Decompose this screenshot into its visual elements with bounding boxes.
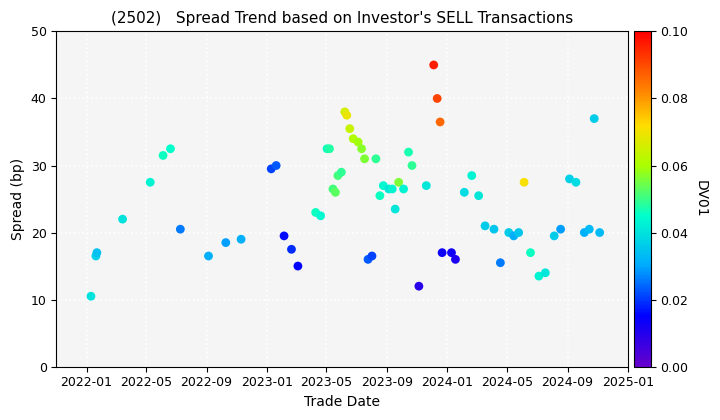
Point	[332, 172, 343, 179]
Point	[473, 192, 485, 199]
Point	[203, 253, 215, 260]
Point	[292, 262, 304, 269]
Point	[549, 233, 560, 239]
Point	[90, 253, 102, 260]
Point	[570, 179, 582, 186]
Point	[466, 172, 477, 179]
Point	[539, 269, 551, 276]
Point	[513, 229, 524, 236]
Point	[366, 253, 378, 260]
Point	[436, 249, 448, 256]
Point	[459, 189, 470, 196]
Point	[583, 226, 595, 233]
Point	[174, 226, 186, 233]
Point	[145, 179, 156, 186]
Point	[431, 95, 443, 102]
Point	[383, 186, 395, 192]
Point	[402, 149, 414, 155]
Y-axis label: Spread (bp): Spread (bp)	[11, 158, 25, 240]
Point	[434, 118, 446, 125]
Point	[420, 182, 432, 189]
Point	[480, 223, 491, 229]
Point	[374, 192, 386, 199]
Point	[352, 139, 364, 145]
Point	[117, 216, 128, 223]
Point	[271, 162, 282, 169]
Point	[91, 249, 103, 256]
Point	[344, 125, 356, 132]
Point	[286, 246, 297, 253]
Point	[508, 233, 519, 239]
Y-axis label: DV01: DV01	[694, 180, 708, 218]
Title: (2502)   Spread Trend based on Investor's SELL Transactions: (2502) Spread Trend based on Investor's …	[111, 11, 573, 26]
Point	[85, 293, 96, 299]
Point	[518, 179, 530, 186]
Point	[341, 112, 353, 118]
Point	[579, 229, 590, 236]
Point	[488, 226, 500, 233]
Point	[339, 108, 351, 115]
Point	[356, 145, 367, 152]
Point	[220, 239, 232, 246]
Point	[362, 256, 374, 263]
Point	[157, 152, 168, 159]
Point	[359, 155, 370, 162]
Point	[336, 169, 347, 176]
Point	[370, 155, 382, 162]
Point	[398, 186, 410, 192]
Point	[324, 145, 336, 152]
Point	[555, 226, 567, 233]
Point	[310, 209, 321, 216]
Point	[525, 249, 536, 256]
Point	[315, 213, 326, 219]
Point	[390, 206, 401, 213]
Point	[450, 256, 462, 263]
Point	[165, 145, 176, 152]
Point	[327, 186, 338, 192]
Point	[588, 115, 600, 122]
Point	[533, 273, 544, 279]
Point	[564, 176, 575, 182]
Point	[446, 249, 457, 256]
Point	[377, 182, 389, 189]
Point	[503, 229, 515, 236]
Point	[279, 233, 290, 239]
Point	[406, 162, 418, 169]
Point	[594, 229, 606, 236]
Point	[330, 189, 341, 196]
Point	[348, 135, 359, 142]
Point	[235, 236, 247, 243]
Point	[266, 165, 277, 172]
Point	[387, 186, 398, 192]
Point	[428, 62, 439, 68]
X-axis label: Trade Date: Trade Date	[304, 395, 380, 409]
Point	[321, 145, 333, 152]
Point	[413, 283, 425, 289]
Point	[393, 179, 405, 186]
Point	[495, 259, 506, 266]
